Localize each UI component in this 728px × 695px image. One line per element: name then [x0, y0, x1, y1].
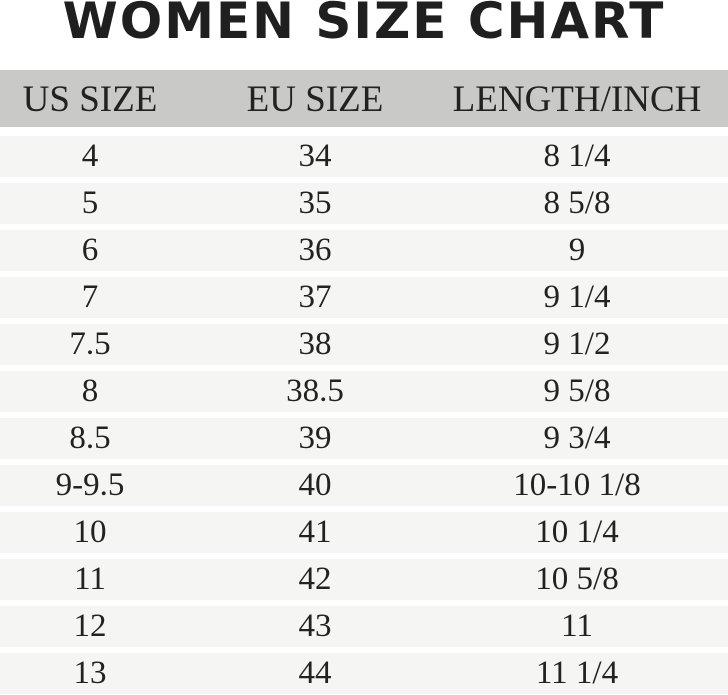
table-row: 6 36 9 — [0, 230, 728, 271]
cell-length-inch: 9 1/4 — [543, 279, 611, 315]
cell-eu-size: 36 — [298, 232, 332, 268]
cell-us-size: 8 — [81, 373, 99, 409]
table-row: 5 35 8 5/8 — [0, 183, 728, 224]
cell-eu-size: 40 — [298, 467, 332, 503]
cell-us-size: 7 — [81, 279, 99, 315]
cell-eu-size: 38.5 — [286, 373, 344, 409]
cell-us-size: 5 — [81, 185, 99, 221]
table-row: 11 42 10 5/8 — [0, 559, 728, 600]
cell-length-inch: 11 1/4 — [535, 655, 619, 691]
table-row: 7 37 9 1/4 — [0, 277, 728, 318]
table-row: 8.5 39 9 3/4 — [0, 418, 728, 459]
cell-length-inch: 9 — [568, 232, 586, 268]
cell-us-size: 11 — [74, 561, 106, 597]
cell-eu-size: 39 — [298, 420, 332, 456]
cell-length-inch: 10 5/8 — [535, 561, 619, 597]
cell-eu-size: 37 — [298, 279, 332, 315]
cell-eu-size: 43 — [298, 608, 332, 644]
cell-length-inch: 8 5/8 — [543, 185, 611, 221]
table-header: US SIZE EU SIZE LENGTH/INCH — [0, 70, 728, 127]
table-row: 7.5 38 9 1/2 — [0, 324, 728, 365]
cell-length-inch: 9 1/2 — [543, 326, 611, 362]
cell-eu-size: 34 — [298, 138, 332, 174]
cell-eu-size: 35 — [298, 185, 332, 221]
cell-us-size: 13 — [73, 655, 107, 691]
cell-length-inch: 10 1/4 — [535, 514, 619, 550]
cell-us-size: 10 — [73, 514, 107, 550]
cell-us-size: 4 — [81, 138, 99, 174]
cell-length-inch: 9 5/8 — [543, 373, 611, 409]
table-row: 13 44 11 1/4 — [0, 653, 728, 694]
cell-eu-size: 41 — [298, 514, 332, 550]
cell-eu-size: 44 — [298, 655, 332, 691]
cell-us-size: 6 — [81, 232, 99, 268]
table-row: 8 38.5 9 5/8 — [0, 371, 728, 412]
header-us-size: US SIZE — [22, 79, 158, 120]
table-row: 10 41 10 1/4 — [0, 512, 728, 553]
chart-title: WOMEN SIZE CHART — [62, 0, 666, 50]
cell-us-size: 7.5 — [69, 326, 111, 362]
cell-eu-size: 42 — [298, 561, 332, 597]
cell-eu-size: 38 — [298, 326, 332, 362]
table-row: 4 34 8 1/4 — [0, 136, 728, 177]
cell-length-inch: 11 — [561, 608, 593, 644]
cell-length-inch: 8 1/4 — [543, 138, 611, 174]
header-length-inch: LENGTH/INCH — [452, 79, 702, 120]
cell-length-inch: 10-10 1/8 — [513, 467, 641, 503]
header-eu-size: EU SIZE — [246, 79, 384, 120]
cell-length-inch: 9 3/4 — [543, 420, 611, 456]
cell-us-size: 9-9.5 — [55, 467, 125, 503]
cell-us-size: 12 — [73, 608, 107, 644]
table-row: 12 43 11 — [0, 606, 728, 647]
cell-us-size: 8.5 — [69, 420, 111, 456]
table-row: 9-9.5 40 10-10 1/8 — [0, 465, 728, 506]
